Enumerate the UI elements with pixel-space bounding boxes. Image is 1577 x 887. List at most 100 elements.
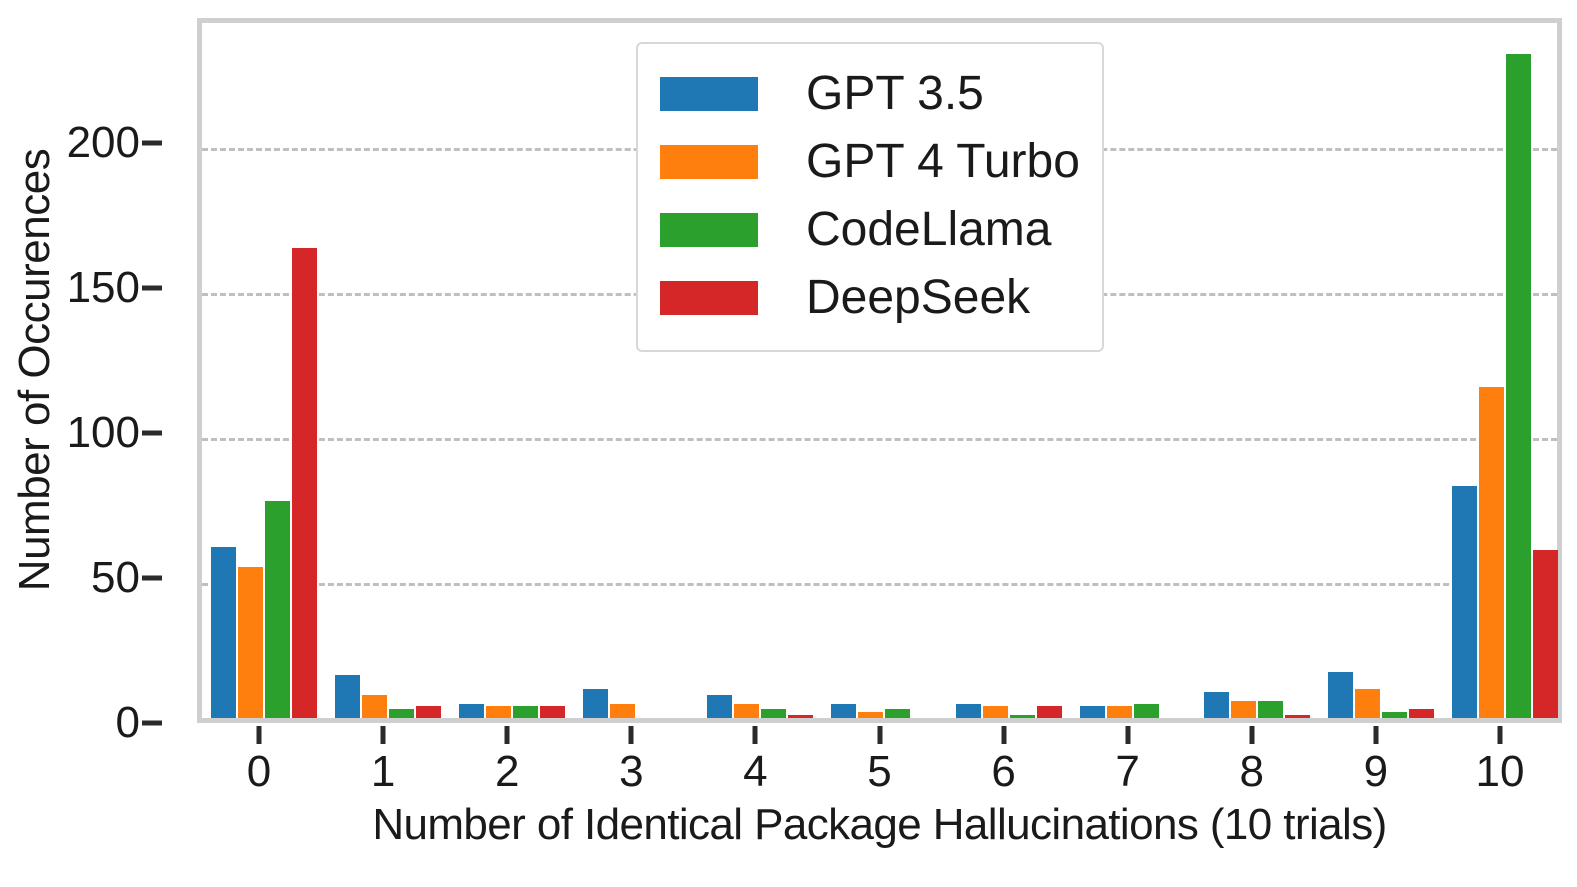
bar (885, 709, 911, 718)
legend-item-label: GPT 4 Turbo (806, 135, 1080, 188)
x-tick-label: 9 (1363, 747, 1389, 796)
x-tick-label: 6 (991, 747, 1016, 796)
bar (459, 703, 485, 718)
bar-group (698, 23, 822, 718)
bar (1036, 706, 1062, 718)
bar (1133, 703, 1159, 718)
y-tick-label: 0 (115, 698, 140, 747)
legend-color-swatch-icon (660, 281, 758, 315)
x-tick-mark (504, 726, 510, 744)
bar (1203, 691, 1229, 718)
y-tick-mark (142, 285, 162, 291)
bar-group (326, 23, 450, 718)
y-axis-label: Number of Occurences (10, 148, 59, 592)
bar-group (1443, 23, 1567, 718)
bar (1505, 53, 1531, 718)
y-tick-mark (142, 720, 162, 726)
y-tick-mark (142, 140, 162, 146)
x-tick-label: 1 (370, 747, 396, 796)
bar (335, 674, 361, 718)
x-tick-mark (1373, 726, 1379, 744)
y-tick-label: 100 (66, 408, 140, 457)
bar (1079, 706, 1105, 718)
bar (1230, 700, 1256, 718)
bar (238, 567, 264, 718)
x-axis-ticks: 0 1 2 3 4 5 6 7 8 9 10 (197, 723, 1562, 887)
legend-item-label: GPT 3.5 (806, 67, 984, 120)
bar-group (947, 23, 1071, 718)
bar (583, 689, 609, 718)
x-tick-label: 8 (1239, 747, 1265, 796)
x-axis-label: Number of Identical Package Hallucinatio… (372, 800, 1387, 849)
x-tick-mark (380, 726, 386, 744)
bar (211, 546, 237, 718)
x-tick-label: 5 (867, 747, 892, 796)
bar-group (1319, 23, 1443, 718)
bar (858, 712, 884, 718)
bar-group (450, 23, 574, 718)
bar (1408, 709, 1434, 718)
y-axis-label-container: Number of Occurences (0, 0, 70, 740)
x-tick-mark (877, 726, 882, 744)
legend-item[interactable]: GPT 4 Turbo (660, 128, 1080, 196)
bar (610, 703, 636, 718)
bar (707, 694, 733, 718)
bar (788, 715, 814, 718)
x-tick-label: 10 (1475, 747, 1525, 796)
bar (1381, 712, 1407, 718)
y-tick-label: 50 (91, 553, 140, 602)
x-tick-mark (256, 726, 262, 744)
bar (1257, 700, 1283, 718)
bar (982, 706, 1008, 718)
x-tick-label: 7 (1115, 747, 1140, 796)
bar (292, 248, 318, 718)
bar (1284, 715, 1310, 718)
y-tick-label: 150 (66, 263, 140, 312)
bar (1478, 387, 1504, 718)
bar (831, 703, 857, 718)
x-tick-mark (1497, 726, 1503, 744)
x-tick-mark (752, 726, 758, 744)
x-tick-mark (1001, 726, 1007, 744)
legend-color-swatch-icon (660, 213, 758, 247)
x-tick-mark (1125, 726, 1131, 744)
bar-group (822, 23, 946, 718)
legend-item-label: DeepSeek (806, 271, 1031, 324)
legend-color-swatch-icon (660, 77, 758, 111)
gridline (202, 583, 1557, 586)
bar (1451, 486, 1477, 718)
bar (362, 694, 388, 718)
x-tick-label: 2 (494, 747, 520, 796)
y-tick-label: 200 (66, 118, 140, 167)
bar (1327, 671, 1353, 718)
y-tick-mark (142, 430, 162, 436)
bar (1106, 706, 1132, 718)
x-tick-mark (1249, 726, 1255, 744)
y-tick-mark (142, 575, 162, 581)
x-tick-label: 3 (619, 747, 644, 796)
bar (265, 500, 291, 718)
legend-item-label: CodeLlama (806, 203, 1052, 256)
bar-group (1195, 23, 1319, 718)
bar (540, 706, 566, 718)
legend-item[interactable]: DeepSeek (660, 264, 1080, 332)
bar (734, 703, 760, 718)
legend-item[interactable]: CodeLlama (660, 196, 1080, 264)
bar-group (202, 23, 326, 718)
x-tick-mark (628, 726, 634, 744)
bar (389, 709, 415, 718)
bar (1009, 715, 1035, 718)
x-tick-label: 4 (743, 747, 768, 796)
bar-group (574, 23, 698, 718)
x-tick-label: 0 (246, 747, 272, 796)
bar (1354, 689, 1380, 718)
legend-color-swatch-icon (660, 145, 758, 179)
bar-group (1071, 23, 1195, 718)
bar (416, 706, 442, 718)
legend-item[interactable]: GPT 3.5 (660, 60, 1080, 128)
bar (486, 706, 512, 718)
bar-groups (202, 23, 1558, 718)
bar (1532, 549, 1558, 718)
y-axis-ticks: 0 50 100 150 200 (66, 0, 170, 887)
